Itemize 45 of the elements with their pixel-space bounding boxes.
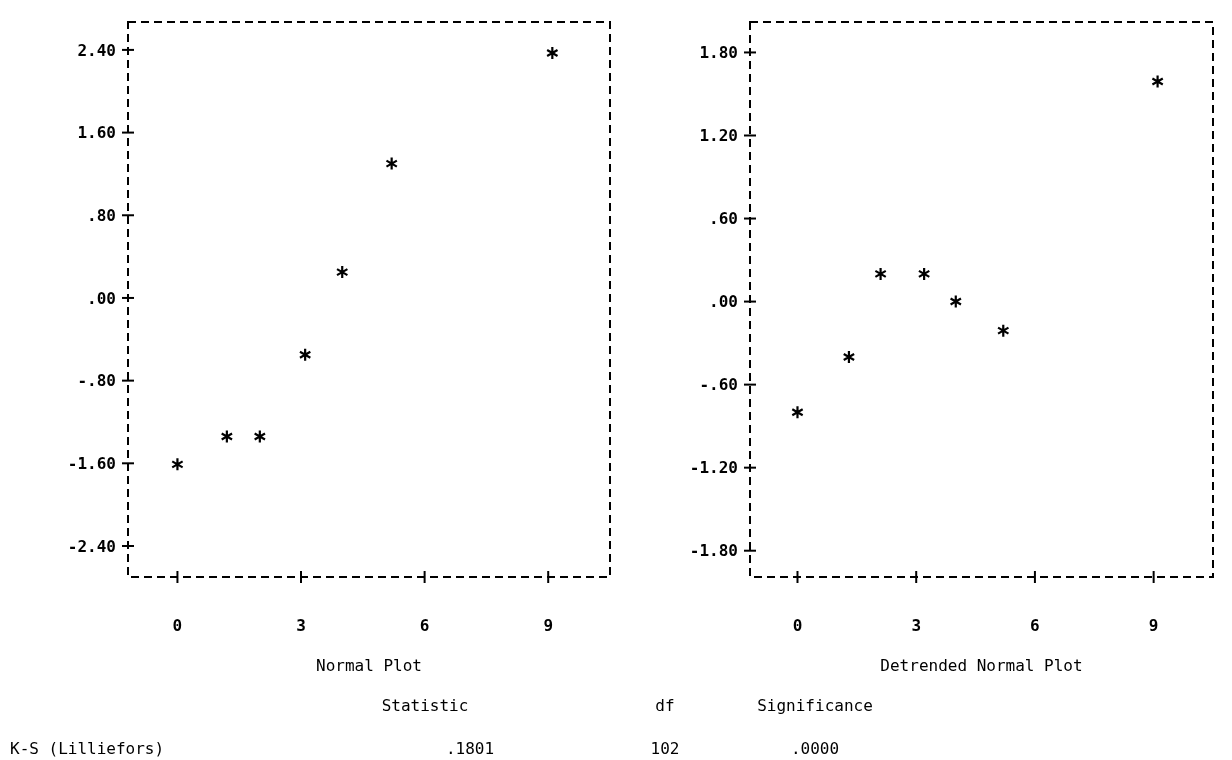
y-tick-label: .00 bbox=[87, 288, 116, 308]
x-tick-label: 9 bbox=[543, 616, 554, 635]
point bbox=[842, 349, 856, 365]
x-tick-label: 6 bbox=[419, 616, 430, 635]
point bbox=[1151, 74, 1164, 89]
y-tick-label: -1.60 bbox=[67, 453, 116, 473]
point bbox=[791, 405, 804, 420]
point bbox=[949, 294, 963, 309]
text: Statistic bbox=[381, 696, 469, 715]
point bbox=[996, 323, 1010, 338]
point bbox=[874, 266, 887, 281]
y-tick-label: -.80 bbox=[77, 371, 116, 391]
y-tick-label: -1.20 bbox=[689, 458, 738, 478]
point bbox=[385, 156, 398, 171]
y-tick-label: 1.80 bbox=[699, 43, 738, 63]
point bbox=[220, 429, 234, 444]
point bbox=[171, 457, 184, 472]
x-tick-label: 0 bbox=[172, 616, 183, 635]
text: K-S (Lilliefors) bbox=[10, 739, 165, 758]
x-tick-label: 0 bbox=[792, 616, 803, 635]
text: df bbox=[655, 696, 675, 715]
text: .1801 bbox=[445, 739, 495, 758]
y-tick-label: .60 bbox=[709, 209, 738, 229]
point bbox=[253, 429, 267, 444]
y-tick-label: 2.40 bbox=[77, 40, 116, 60]
y-tick-label: 1.60 bbox=[77, 123, 116, 143]
x-axis-title: Detrended Normal Plot bbox=[880, 656, 1083, 675]
point bbox=[298, 347, 312, 362]
y-tick-label: .00 bbox=[709, 292, 738, 312]
y-tick-label: -1.80 bbox=[689, 541, 738, 561]
y-tick-label: -2.40 bbox=[67, 536, 116, 556]
point bbox=[546, 45, 559, 61]
y-tick-label: 1.20 bbox=[699, 126, 738, 146]
x-tick-label: 9 bbox=[1148, 616, 1159, 635]
text: Significance bbox=[757, 696, 873, 715]
point bbox=[335, 265, 349, 280]
x-tick-label: 6 bbox=[1030, 616, 1040, 635]
text: .0000 bbox=[790, 739, 840, 758]
x-tick-label: 3 bbox=[911, 616, 922, 635]
x-axis-title: Normal Plot bbox=[316, 656, 422, 675]
x-tick-label: 3 bbox=[296, 616, 306, 635]
text: 102 bbox=[650, 739, 680, 758]
point bbox=[917, 266, 931, 281]
y-tick-label: .80 bbox=[87, 205, 116, 225]
y-tick-label: -.60 bbox=[699, 375, 738, 395]
